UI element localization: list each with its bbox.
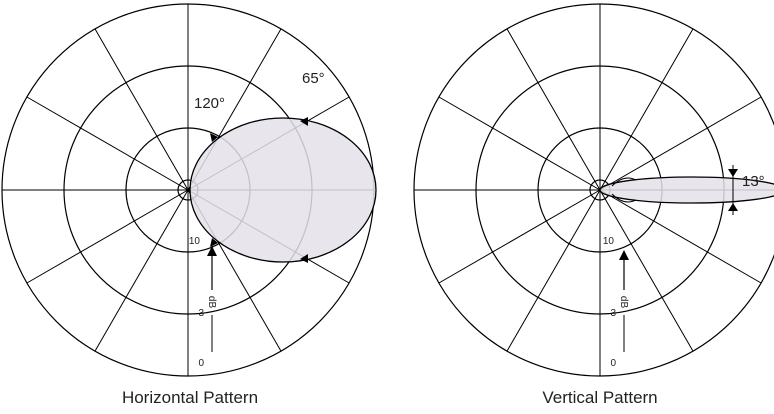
arrow bbox=[728, 169, 738, 177]
ring-label: 3 bbox=[610, 308, 616, 319]
ring-label: 3 bbox=[198, 308, 204, 319]
unit-label: dB bbox=[618, 296, 629, 309]
arrow bbox=[728, 203, 738, 211]
spoke bbox=[599, 28, 694, 191]
arrow bbox=[210, 133, 218, 142]
spoke bbox=[506, 189, 601, 352]
spoke bbox=[599, 96, 762, 191]
arrow bbox=[300, 117, 308, 126]
spoke bbox=[506, 28, 601, 191]
ring-label: 10 bbox=[189, 236, 201, 247]
ring-label: 0 bbox=[610, 358, 616, 369]
ring-label: 0 bbox=[198, 358, 204, 369]
beamwidth-label: 65° bbox=[302, 70, 325, 87]
vertical-lobe bbox=[599, 176, 774, 204]
spoke bbox=[26, 189, 189, 284]
spoke bbox=[94, 189, 189, 352]
ring-label: 10 bbox=[603, 236, 615, 247]
spoke bbox=[438, 189, 601, 284]
side-lobes bbox=[611, 177, 637, 203]
spoke bbox=[599, 189, 694, 352]
beamwidth-label: 13° bbox=[742, 173, 765, 190]
spoke bbox=[26, 96, 189, 191]
beamwidth-label: 120° bbox=[194, 95, 225, 112]
arrow bbox=[300, 254, 308, 263]
pattern-title: Horizontal Pattern bbox=[122, 388, 258, 407]
spoke bbox=[438, 96, 601, 191]
arrow bbox=[207, 246, 217, 256]
arrow bbox=[619, 250, 629, 260]
horizontal-lobe bbox=[189, 117, 377, 263]
spoke bbox=[599, 189, 762, 284]
pattern-title: Vertical Pattern bbox=[542, 388, 657, 407]
spoke bbox=[94, 28, 189, 191]
unit-label: dB bbox=[206, 296, 217, 309]
